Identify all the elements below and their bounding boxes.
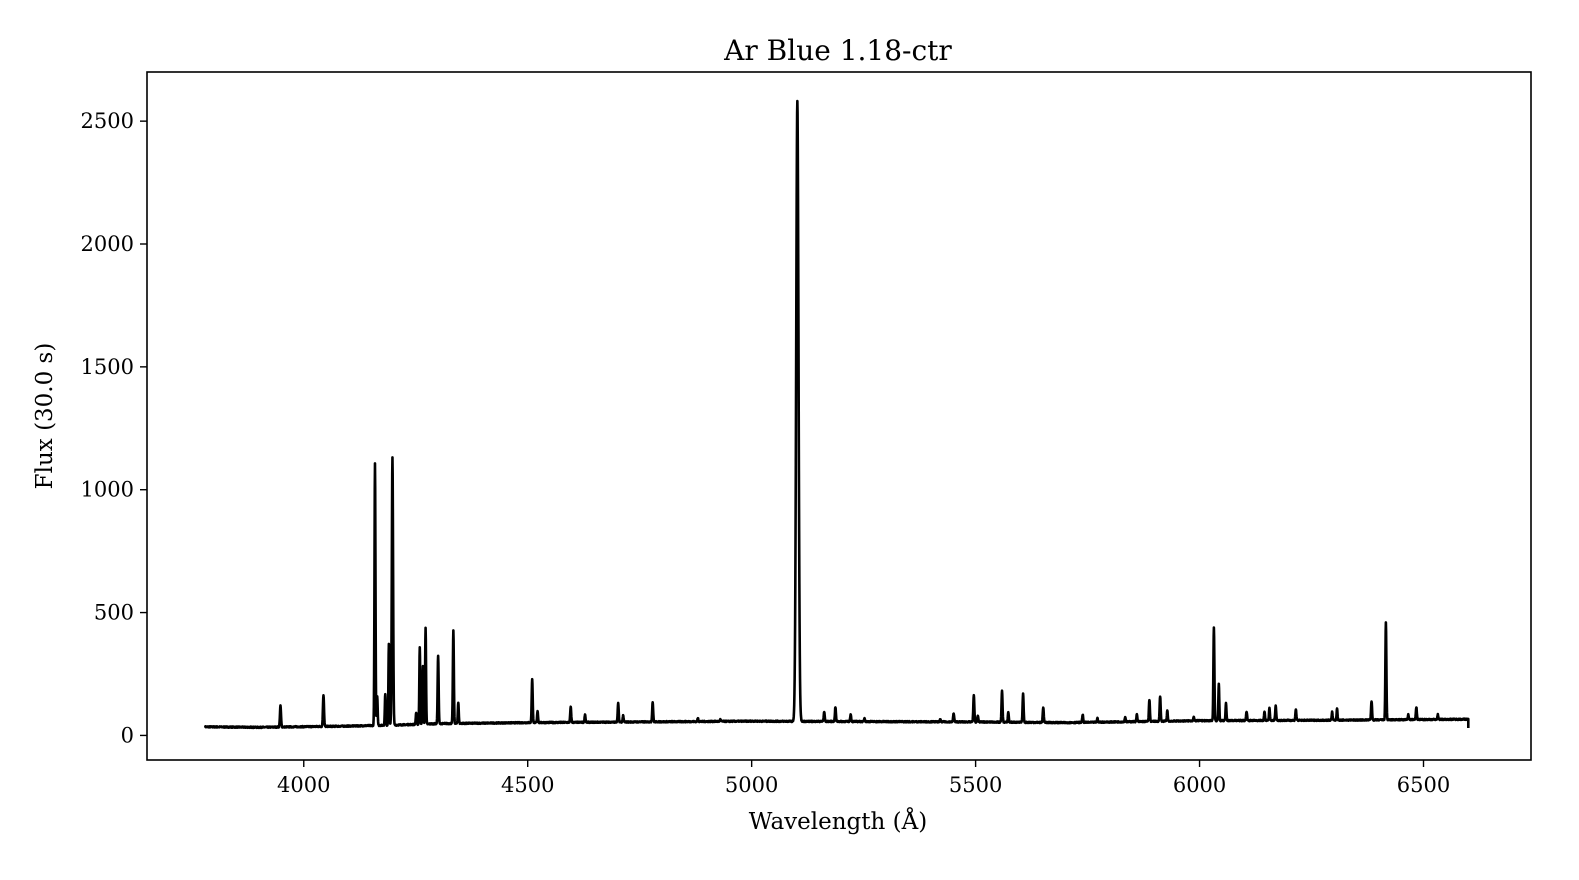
y-tick-label-4: 2000 <box>81 232 134 256</box>
y-tick-label-3: 1500 <box>81 355 134 379</box>
chart-title: Ar Blue 1.18-ctr <box>723 34 952 67</box>
y-tick-label-5: 2500 <box>81 109 134 133</box>
x-axis-label: Wavelength (Å) <box>749 807 927 835</box>
x-tick-label-2: 5000 <box>725 773 778 797</box>
y-tick-label-2: 1000 <box>81 478 134 502</box>
plot-frame <box>146 71 1532 761</box>
y-axis-label: Flux (30.0 s) <box>32 343 58 490</box>
x-axis: 4000 4500 5000 5500 6000 6500 <box>277 760 1450 797</box>
x-tick-label-3: 5500 <box>949 773 1002 797</box>
x-tick-label-0: 4000 <box>277 773 330 797</box>
x-tick-label-5: 6500 <box>1397 773 1450 797</box>
x-tick-label-1: 4500 <box>501 773 554 797</box>
spectrum-line <box>203 99 1470 730</box>
y-tick-label-1: 500 <box>94 601 134 625</box>
y-tick-label-0: 0 <box>121 723 134 747</box>
y-axis: 0 500 1000 1500 2000 2500 <box>81 109 147 747</box>
x-tick-label-4: 6000 <box>1173 773 1226 797</box>
